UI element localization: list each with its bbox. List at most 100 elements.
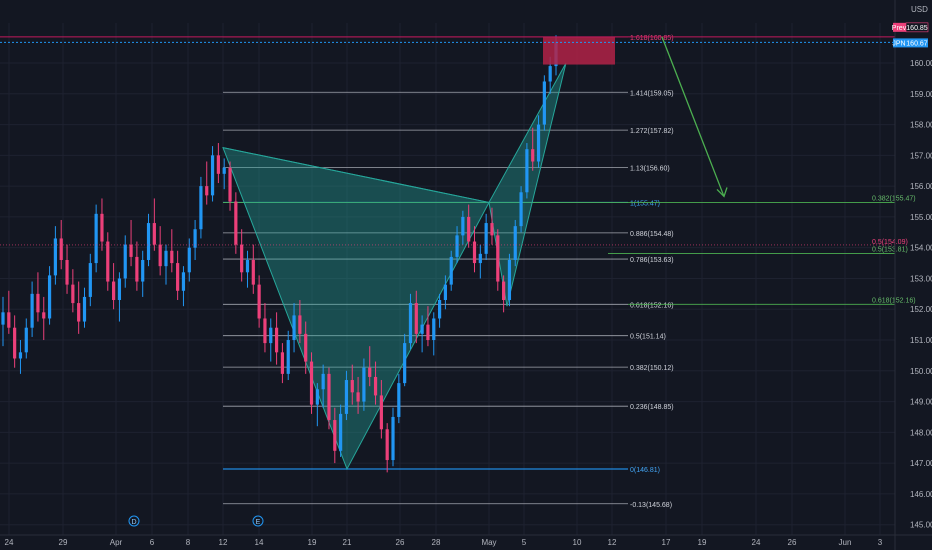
candle-body (449, 256, 453, 285)
candle-body (507, 259, 512, 301)
candle-body (234, 201, 238, 245)
candle-body (304, 333, 308, 362)
badge-symbol (893, 38, 906, 48)
x-tick-label: 5 (522, 538, 527, 547)
x-tick-label: 17 (662, 538, 671, 547)
candle-body (42, 312, 46, 319)
y-tick-label: 159.00 (910, 90, 932, 99)
x-tick-label: May (481, 538, 496, 547)
candle-body (461, 216, 465, 236)
candle-body (327, 373, 331, 421)
x-tick-label: 29 (59, 538, 68, 547)
y-tick-label: 149.00 (910, 398, 932, 407)
candle-body (414, 303, 418, 334)
candle-body (146, 223, 151, 260)
candle-body (170, 250, 174, 264)
candle-body (59, 238, 63, 260)
candle-body (240, 244, 244, 273)
candle-body (426, 324, 430, 341)
badge-symbol-text: JPN (892, 40, 905, 47)
x-tick-label: 26 (788, 538, 797, 547)
candle-body (274, 327, 279, 353)
candle-body (199, 186, 203, 230)
candle-body (339, 413, 343, 451)
x-tick-label: 24 (5, 538, 14, 547)
x-tick-label: 8 (186, 538, 191, 547)
candle-body (368, 367, 372, 377)
fib-level-label: 1.13(156.60) (630, 166, 670, 173)
candle-body (135, 256, 139, 282)
candle-body (362, 367, 366, 402)
projection-arrow-head (716, 187, 728, 198)
candle-body (77, 303, 81, 322)
y-tick-label: 153.00 (910, 274, 932, 283)
candle-body (437, 300, 442, 319)
candle-body (228, 167, 232, 202)
right-fib-label: 0.382(155.47) (872, 195, 916, 202)
candle-body (502, 281, 506, 301)
event-marker-text: D (131, 519, 136, 526)
candle-body (531, 149, 535, 162)
candle-body (309, 361, 314, 405)
candle-body (467, 216, 471, 242)
fib-level-label: -0.13(145.68) (630, 502, 672, 509)
candle-body (18, 352, 23, 359)
candle-body (397, 383, 401, 417)
candle-body (82, 296, 87, 322)
x-tick-label: 24 (752, 538, 761, 547)
candle-body (158, 244, 162, 267)
candle-body (432, 318, 436, 341)
candle-body (298, 315, 302, 334)
candle-body (263, 318, 267, 344)
fib-level-label: 1.272(157.82) (630, 128, 674, 135)
x-tick-label: 19 (308, 538, 317, 547)
candle-body (100, 213, 104, 242)
fib-level-label: 0.886(154.48) (630, 231, 674, 238)
candle-body (205, 186, 209, 196)
x-tick-label: 21 (343, 538, 352, 547)
fib-level-label: 0.382(150.12) (630, 365, 674, 372)
y-tick-label: 155.00 (910, 213, 932, 222)
candle-body (245, 259, 250, 273)
candle-body (315, 389, 319, 405)
candle-body (280, 352, 285, 374)
candle-body (176, 263, 180, 291)
candle-body (47, 275, 52, 319)
currency-label: USD (911, 5, 928, 14)
candle-body (443, 284, 448, 301)
candle-body (490, 223, 494, 236)
candle-body (542, 81, 546, 125)
candle-body (403, 343, 407, 384)
fib-level-label: 1.414(159.05) (630, 90, 674, 97)
candle-body (129, 244, 133, 257)
candlestick-series (1, 35, 558, 473)
y-tick-label: 156.00 (910, 182, 932, 191)
candle-body (164, 250, 168, 267)
event-marker[interactable] (128, 515, 140, 527)
candle-body (356, 392, 360, 402)
x-tick-label: Jun (839, 538, 852, 547)
y-tick-label: 158.00 (910, 121, 932, 130)
fib-level-label: 1(155.47) (630, 200, 660, 207)
candle-body (391, 416, 395, 461)
candle-body (292, 315, 296, 341)
badge-label-a-text: Prev (892, 25, 907, 32)
event-marker[interactable] (252, 515, 264, 527)
y-tick-label: 148.00 (910, 428, 932, 437)
badge-label-a (893, 22, 906, 32)
candle-body (94, 213, 98, 264)
candle-body (106, 241, 110, 282)
projection-arrow-line (661, 36, 725, 197)
x-tick-label: 14 (255, 538, 264, 547)
candle-body (251, 259, 255, 285)
candle-body (548, 66, 552, 82)
fib-level-label: 0.786(153.63) (630, 257, 674, 264)
x-tick-label: 19 (698, 538, 707, 547)
candle-body (53, 238, 57, 276)
candle-body (71, 284, 75, 304)
y-tick-label: 145.00 (910, 521, 932, 530)
candle-body (513, 226, 517, 260)
